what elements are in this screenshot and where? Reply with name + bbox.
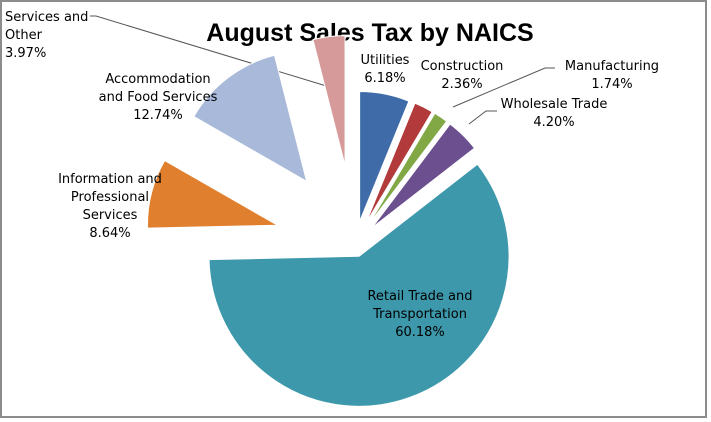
data-label-accommodation-and-food-services: Accommodation and Food Services 12.74% — [99, 72, 218, 123]
data-label-construction: Construction 2.36% — [421, 59, 504, 92]
pie-slice-accommodation-and-food-services — [193, 54, 308, 183]
leader-line-wholesale-trade — [468, 110, 497, 125]
data-label-retail-trade-and-transportation: Retail Trade and Transportation 60.18% — [367, 289, 472, 340]
pie-slice-manufacturing — [367, 112, 448, 226]
data-label-services-and-other: Services and Other 3.97% — [5, 10, 88, 61]
pie-slices — [147, 35, 510, 407]
slice-labels: Utilities 6.18% Construction 2.36% Manufactu… — [5, 10, 659, 340]
data-label-manufacturing: Manufacturing 1.74% — [565, 59, 659, 92]
data-label-utilities: Utilities 6.18% — [361, 53, 410, 86]
data-label-wholesale-trade: Wholesale Trade 4.20% — [501, 97, 608, 130]
chart-title: August Sales Tax by NAICS — [206, 19, 533, 47]
pie-slice-information-and-professional-services — [147, 159, 280, 229]
pie-slice-retail-trade-and-transportation — [208, 163, 510, 407]
leader-line-manufacturing — [452, 67, 555, 108]
data-label-information-and-professional-services: Information and Professional Services 8.64% — [58, 172, 162, 241]
pie-slice-utilities — [359, 90, 410, 222]
pie-slice-construction — [365, 102, 433, 224]
pie-slice-wholesale-trade — [371, 123, 476, 229]
pie-slice-services-and-other — [312, 35, 346, 166]
